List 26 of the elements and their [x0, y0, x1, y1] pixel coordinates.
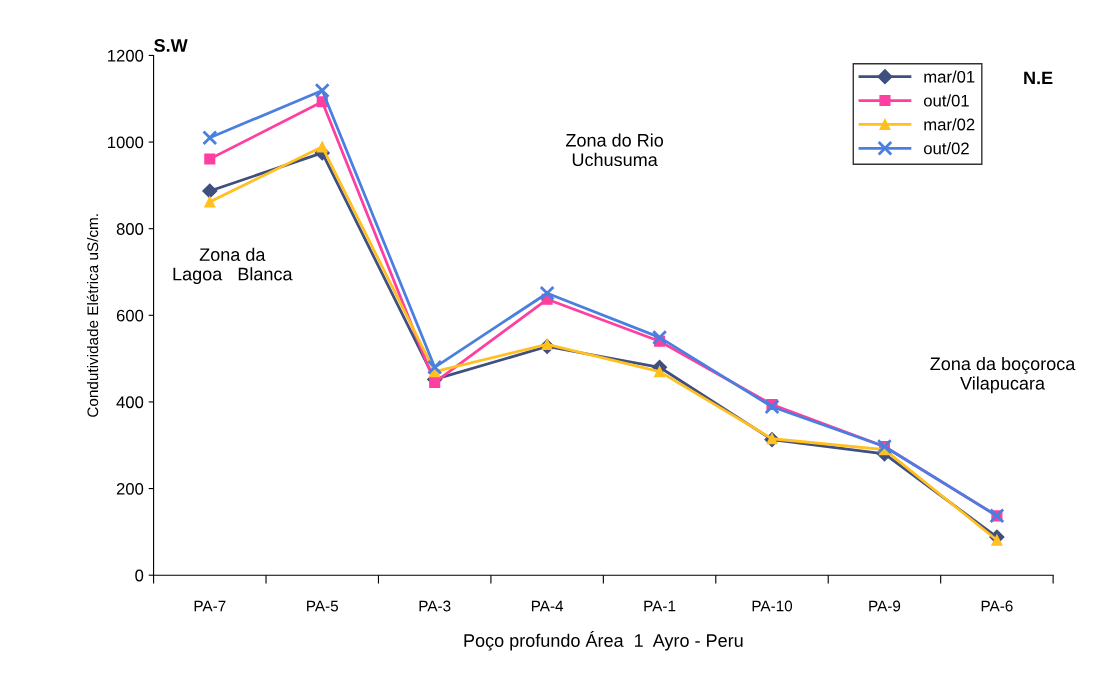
y-tick-label: 200: [116, 482, 144, 495]
legend-label: mar/01: [924, 70, 975, 83]
x-tick-label: PA-10: [752, 600, 793, 612]
annotation: Zona do Rio Uchusuma: [565, 133, 664, 167]
x-tick-label: PA-5: [307, 600, 339, 612]
y-axis-title: Condutividade Elétrica uS/cm.: [86, 214, 99, 417]
x-tick-label: PA-3: [419, 600, 451, 612]
x-tick-label: PA-4: [531, 600, 564, 612]
legend-label: out/01: [923, 94, 969, 107]
y-tick-label: 1200: [108, 49, 144, 62]
y-tick-label: 600: [116, 309, 144, 322]
legend-label: out/02: [923, 142, 969, 155]
x-tick-label: PA-1: [644, 600, 676, 612]
y-tick-label: 800: [116, 223, 144, 235]
y-tick-label: 1000: [108, 136, 144, 149]
x-tick-label: PA-6: [981, 600, 1013, 612]
y-tick-label: 400: [116, 396, 144, 409]
legend-label: mar/02: [924, 118, 975, 131]
text: S.W: [154, 39, 188, 52]
annotation: Zona da boçoroca Vilapucara: [930, 356, 1076, 394]
x-tick-label: PA-7: [194, 600, 226, 612]
x-tick-label: PA-9: [869, 600, 901, 612]
annotation: N.E: [1024, 71, 1053, 85]
x-axis-title: Poço profundo Área 1 Ayro - Peru: [464, 631, 743, 651]
annotation: Zona da Lagoa Blanca: [173, 247, 293, 285]
y-tick-label: 0: [135, 569, 144, 582]
